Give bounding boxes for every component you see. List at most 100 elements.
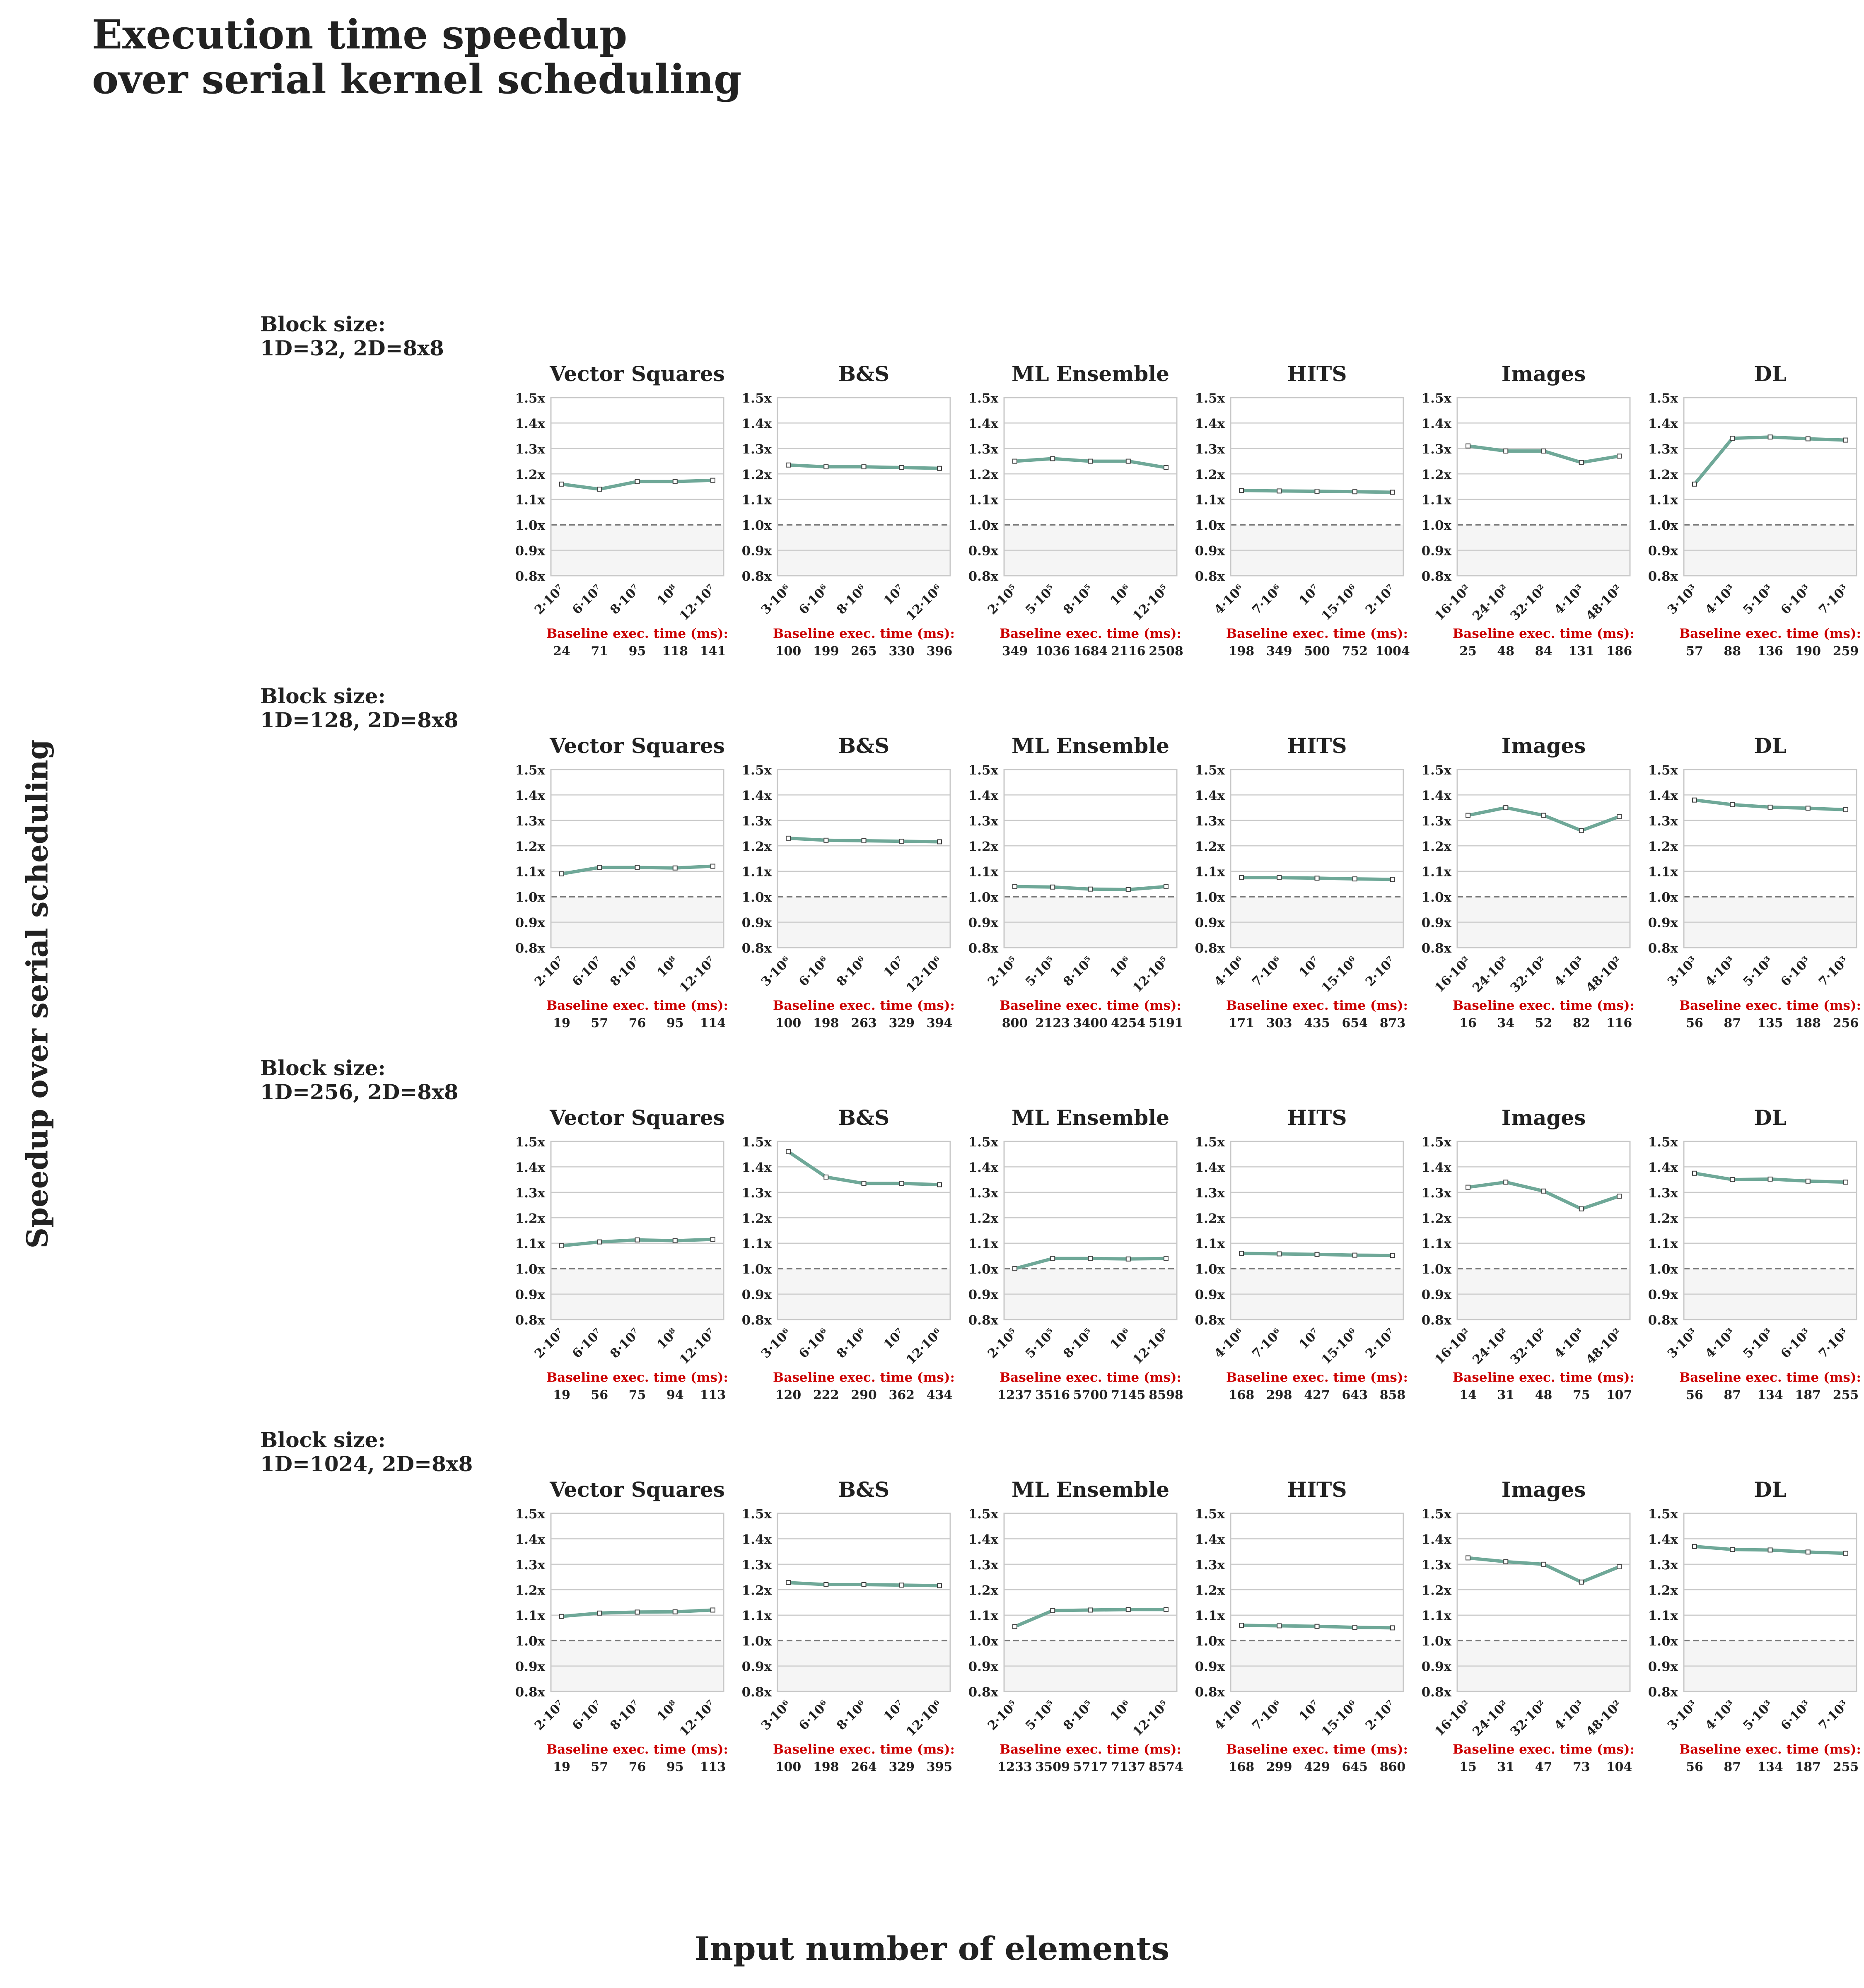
- x-tick-label: 2·10⁵: [985, 1326, 1021, 1361]
- panel-title: Images: [1502, 733, 1586, 758]
- y-tick-label: 0.9x: [1195, 1660, 1225, 1674]
- y-tick-label: 0.9x: [968, 916, 999, 931]
- data-point: [1239, 1623, 1244, 1628]
- y-tick-label: 0.8x: [1422, 1685, 1452, 1700]
- x-tick-label: 4·10³: [1702, 1326, 1738, 1361]
- x-tick-label: 10⁷: [881, 1698, 908, 1724]
- y-tick-label: 1.4x: [742, 416, 772, 431]
- data-point: [1277, 875, 1282, 881]
- panel-title: B&S: [838, 362, 890, 386]
- panel-frame: [1456, 1513, 1631, 1692]
- x-tick-label: 2·10⁵: [985, 1698, 1021, 1733]
- baseline-value: 349: [1266, 644, 1292, 659]
- x-tick-label: 10⁶: [1108, 582, 1134, 608]
- y-tick-label: 1.4x: [742, 1532, 772, 1547]
- panel-title: HITS: [1287, 1105, 1347, 1130]
- y-tick-label: 0.9x: [968, 544, 999, 559]
- data-point: [1843, 437, 1848, 443]
- y-tick-label: 1.3x: [742, 1186, 772, 1201]
- baseline-value: 255: [1833, 1760, 1859, 1774]
- panel-title: ML Ensemble: [1012, 1105, 1169, 1130]
- baseline-value: 256: [1833, 1016, 1859, 1030]
- data-point: [1579, 1206, 1584, 1211]
- y-tick-label: 0.9x: [742, 916, 772, 931]
- y-tick-label: 0.9x: [515, 1288, 546, 1303]
- data-point: [1277, 488, 1282, 494]
- speedup-series-line: [1468, 1556, 1620, 1584]
- data-point: [786, 835, 791, 841]
- y-tick-label: 1.1x: [515, 1237, 546, 1252]
- x-tick-label: 24·10²: [1470, 1698, 1511, 1739]
- y-tick-label: 1.2x: [968, 839, 999, 854]
- x-tick-label: 12·10⁶: [903, 1698, 945, 1739]
- panel-frame: [550, 397, 724, 577]
- data-point: [597, 487, 602, 492]
- x-tick-label: 7·10⁶: [1249, 1698, 1285, 1733]
- speedup-series-line: [1468, 806, 1620, 832]
- data-point: [559, 1243, 564, 1248]
- data-point: [861, 464, 867, 470]
- data-point: [1314, 1624, 1320, 1629]
- x-tick-label: 10⁷: [1297, 1698, 1323, 1724]
- baseline-value: 24: [553, 644, 570, 659]
- baseline-label: Baseline exec. time (ms):: [773, 626, 955, 641]
- baseline-value: 8598: [1149, 1388, 1183, 1402]
- data-point: [1730, 1177, 1735, 1182]
- baseline-label: Baseline exec. time (ms):: [773, 998, 955, 1013]
- data-point: [1843, 1180, 1848, 1185]
- x-tick-label: 4·10⁶: [1212, 954, 1247, 989]
- x-tick-label: 4·10³: [1552, 1326, 1587, 1361]
- x-tick-label: 3·10³: [1665, 954, 1700, 989]
- y-tick-label: 0.9x: [1422, 1288, 1452, 1303]
- baseline-value: 31: [1497, 1388, 1514, 1402]
- y-tick-label: 1.2x: [1648, 839, 1678, 854]
- data-point: [1012, 458, 1017, 464]
- y-tick-label: 0.8x: [1648, 941, 1678, 956]
- baseline-value: 95: [666, 1016, 684, 1030]
- data-point: [1730, 802, 1735, 807]
- x-tick-label: 8·10⁶: [834, 1698, 869, 1733]
- y-tick-label: 1.1x: [1648, 1609, 1678, 1624]
- y-tick-label: 1.3x: [1422, 1558, 1452, 1573]
- y-tick-label: 0.9x: [1195, 544, 1225, 559]
- baseline-value: 645: [1342, 1760, 1368, 1774]
- y-tick-label: 1.0x: [1422, 518, 1452, 533]
- baseline-value: 264: [851, 1760, 877, 1774]
- y-tick-label: 1.3x: [1195, 1558, 1225, 1573]
- baseline-label: Baseline exec. time (ms):: [1000, 998, 1181, 1013]
- baseline-label: Baseline exec. time (ms):: [1226, 1742, 1408, 1757]
- baseline-label: Baseline exec. time (ms):: [1679, 626, 1861, 641]
- x-tick-label: 8·10⁶: [834, 582, 869, 618]
- baseline-value: 100: [775, 1760, 802, 1774]
- y-tick-label: 0.8x: [742, 1313, 772, 1328]
- baseline-value: 290: [851, 1388, 877, 1402]
- data-point: [1617, 814, 1622, 819]
- panel-title: Images: [1502, 362, 1586, 386]
- x-tick-label: 6·10³: [1778, 954, 1814, 989]
- x-tick-label: 2·10⁷: [532, 954, 567, 989]
- x-tick-label: 10⁸: [654, 1698, 681, 1724]
- y-tick-label: 1.2x: [515, 1211, 546, 1226]
- y-tick-label: 1.2x: [1195, 839, 1225, 854]
- data-point: [559, 871, 564, 876]
- x-tick-label: 12·10⁵: [1130, 1698, 1171, 1739]
- baseline-value: 47: [1535, 1760, 1553, 1774]
- data-point: [710, 1237, 715, 1242]
- baseline-label: Baseline exec. time (ms):: [546, 1742, 728, 1757]
- x-tick-label: 4·10⁶: [1212, 1698, 1247, 1733]
- y-tick-label: 0.9x: [1648, 1660, 1678, 1674]
- data-point: [710, 864, 715, 869]
- data-point: [1390, 1253, 1395, 1258]
- data-point: [635, 479, 640, 484]
- x-tick-label: 3·10³: [1665, 582, 1700, 618]
- data-point: [1503, 449, 1509, 454]
- data-point: [823, 464, 829, 470]
- baseline-value: 136: [1757, 644, 1783, 659]
- x-tick-label: 3·10⁶: [758, 582, 794, 618]
- speedup-series-line: [1693, 435, 1846, 485]
- baseline-value: 8574: [1149, 1760, 1183, 1774]
- data-point: [786, 462, 791, 468]
- baseline-value: 56: [1686, 1760, 1703, 1774]
- y-tick-label: 1.3x: [515, 1186, 546, 1201]
- data-point: [1541, 1188, 1546, 1194]
